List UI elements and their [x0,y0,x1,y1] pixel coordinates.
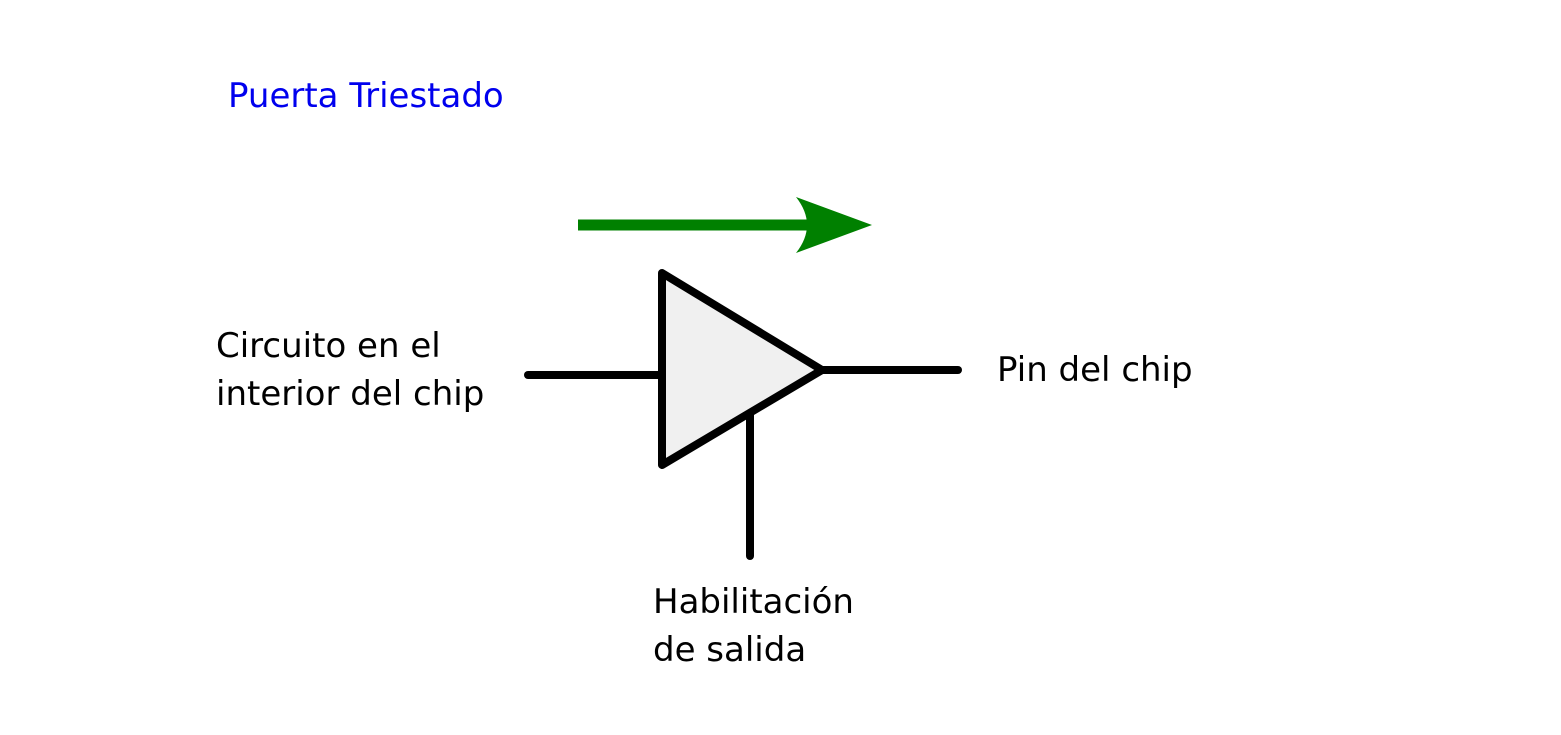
input-label: Circuito en el interior del chip [216,322,484,418]
diagram-title: Puerta Triestado [228,76,504,116]
enable-label: Habilitación de salida [653,578,854,674]
direction-arrow-icon [578,197,872,253]
arrow-head [796,197,872,253]
input-label-line-2: interior del chip [216,374,485,414]
buffer-triangle-symbol [658,269,826,469]
enable-label-line-1: Habilitación [653,582,854,622]
output-label: Pin del chip [997,350,1193,390]
input-label-line-1: Circuito en el [216,326,441,366]
enable-label-line-2: de salida [653,630,807,670]
